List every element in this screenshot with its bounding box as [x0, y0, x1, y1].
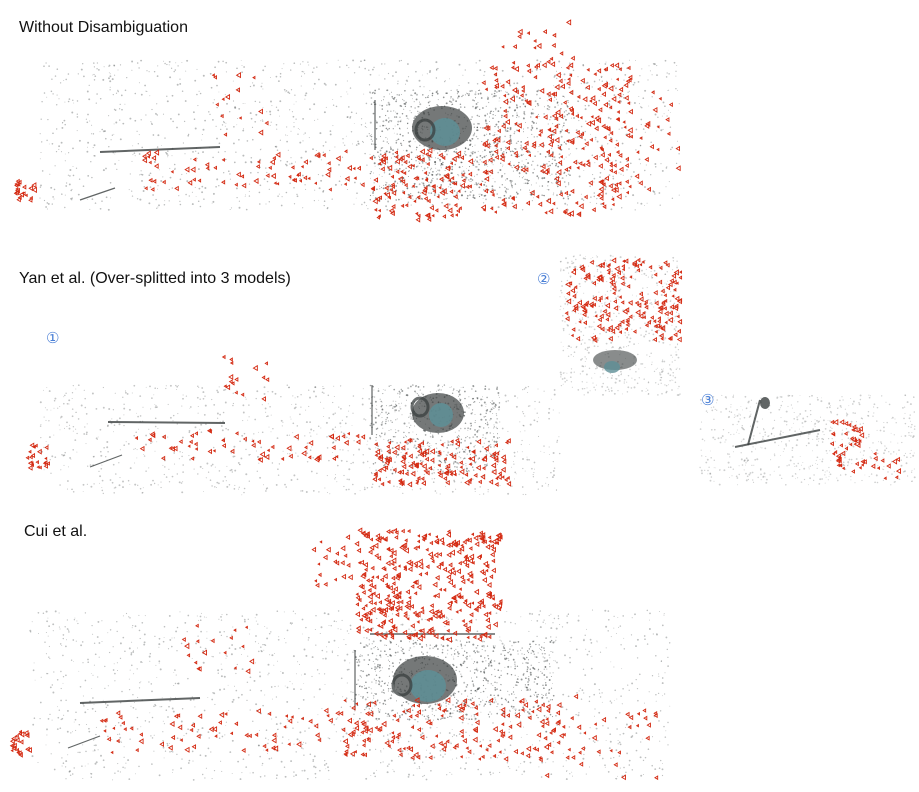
panel-yan-et-al: Yan et al. (Over-splitted into 3 models)… [0, 245, 919, 510]
reconstruction-view [9, 527, 671, 781]
model-marker-1: ① [46, 330, 60, 347]
model-marker-2: ② [537, 271, 551, 288]
model-marker-3: ③ [701, 392, 715, 409]
camera-markers [13, 19, 681, 223]
reconstruction-view [13, 19, 681, 223]
panel-without-disambiguation: Without Disambiguation [0, 0, 919, 245]
central-object [412, 106, 472, 150]
central-object [410, 350, 770, 433]
central-object [391, 656, 457, 704]
camera-markers [25, 257, 902, 488]
point-cloud [29, 609, 671, 781]
panel-title: Without Disambiguation [19, 19, 188, 36]
panel-cui-et-al: Cui et al. [0, 510, 919, 792]
reconstruction-view [25, 254, 916, 496]
panel-title: Cui et al. [24, 523, 88, 540]
camera-markers [9, 527, 659, 781]
point-cloud [39, 254, 916, 496]
panel-title: Yan et al. (Over-splitted into 3 models) [19, 270, 291, 287]
